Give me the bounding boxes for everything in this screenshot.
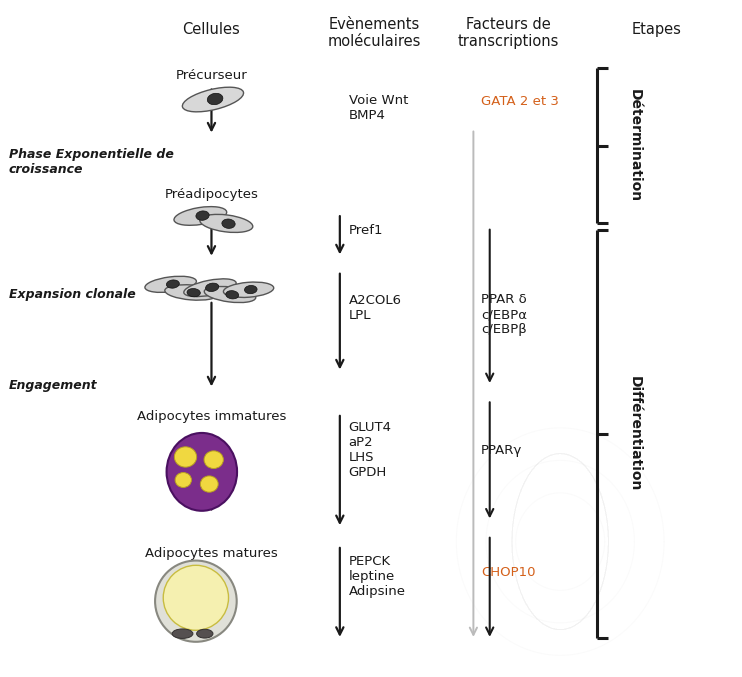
Ellipse shape: [223, 282, 274, 297]
Text: GLUT4
aP2
LHS
GPDH: GLUT4 aP2 LHS GPDH: [349, 421, 392, 479]
Text: Engagement: Engagement: [9, 379, 97, 393]
Ellipse shape: [174, 447, 197, 467]
Text: Etapes: Etapes: [631, 22, 682, 37]
Text: Détermination: Détermination: [628, 89, 641, 202]
Ellipse shape: [184, 279, 236, 297]
Text: Cellules: Cellules: [183, 22, 240, 37]
Text: PEPCK
leptine
Adipsine: PEPCK leptine Adipsine: [349, 555, 406, 598]
Text: Expansion clonale: Expansion clonale: [9, 288, 136, 301]
Ellipse shape: [172, 629, 193, 638]
Text: Voie Wnt
BMP4: Voie Wnt BMP4: [349, 94, 408, 123]
Text: Adipocytes immatures: Adipocytes immatures: [137, 410, 286, 423]
Text: Différentiation: Différentiation: [628, 376, 641, 491]
Text: Préadipocytes: Préadipocytes: [165, 188, 258, 202]
Ellipse shape: [204, 451, 223, 468]
Ellipse shape: [174, 206, 227, 225]
Ellipse shape: [245, 286, 257, 294]
Text: Phase Exponentielle de
croissance: Phase Exponentielle de croissance: [9, 148, 174, 177]
Text: Evènements
moléculaires: Evènements moléculaires: [328, 17, 421, 49]
Ellipse shape: [204, 286, 256, 303]
Ellipse shape: [155, 561, 237, 642]
Ellipse shape: [200, 476, 218, 492]
Text: Précurseur: Précurseur: [176, 69, 247, 83]
Ellipse shape: [196, 211, 209, 220]
Text: Facteurs de
transcriptions: Facteurs de transcriptions: [458, 17, 559, 49]
Ellipse shape: [200, 215, 253, 232]
Ellipse shape: [163, 565, 229, 630]
Ellipse shape: [165, 285, 218, 300]
Text: CHOP10: CHOP10: [481, 565, 535, 579]
Text: Pref1: Pref1: [349, 223, 383, 237]
Text: PPAR δ
c/EBPα
c/EBPβ: PPAR δ c/EBPα c/EBPβ: [481, 293, 527, 336]
Ellipse shape: [167, 433, 237, 510]
Text: A2COL6
LPL: A2COL6 LPL: [349, 294, 401, 322]
Ellipse shape: [197, 630, 213, 638]
Text: PPARγ: PPARγ: [481, 443, 522, 457]
Ellipse shape: [183, 87, 243, 112]
Ellipse shape: [207, 93, 223, 105]
Ellipse shape: [175, 473, 191, 487]
Ellipse shape: [166, 280, 180, 288]
Ellipse shape: [206, 283, 219, 292]
Ellipse shape: [222, 219, 235, 228]
Text: Adipocytes matures: Adipocytes matures: [145, 547, 278, 561]
Ellipse shape: [145, 276, 197, 292]
Ellipse shape: [226, 290, 239, 299]
Ellipse shape: [187, 288, 200, 297]
Text: GATA 2 et 3: GATA 2 et 3: [481, 95, 559, 108]
